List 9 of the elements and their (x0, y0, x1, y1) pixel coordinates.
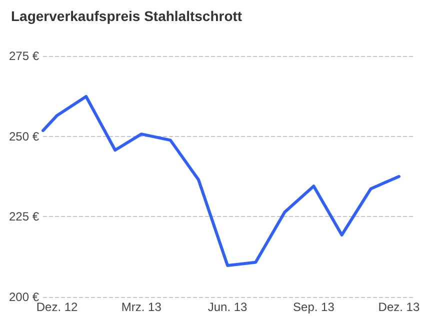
x-tick-label: Dez. 13 (378, 300, 420, 314)
line-series (42, 94, 400, 268)
x-tick-label: Jun. 13 (208, 300, 248, 314)
y-tick-label: 250 € (8, 129, 40, 144)
x-tick-label: Sep. 13 (293, 300, 335, 314)
chart-title: Lagerverkaufspreis Stahlaltschrott (11, 8, 242, 24)
y-tick-label: 275 € (8, 49, 40, 63)
x-tick-label: Mrz. 13 (121, 300, 162, 314)
y-tick-label: 225 € (8, 210, 40, 224)
